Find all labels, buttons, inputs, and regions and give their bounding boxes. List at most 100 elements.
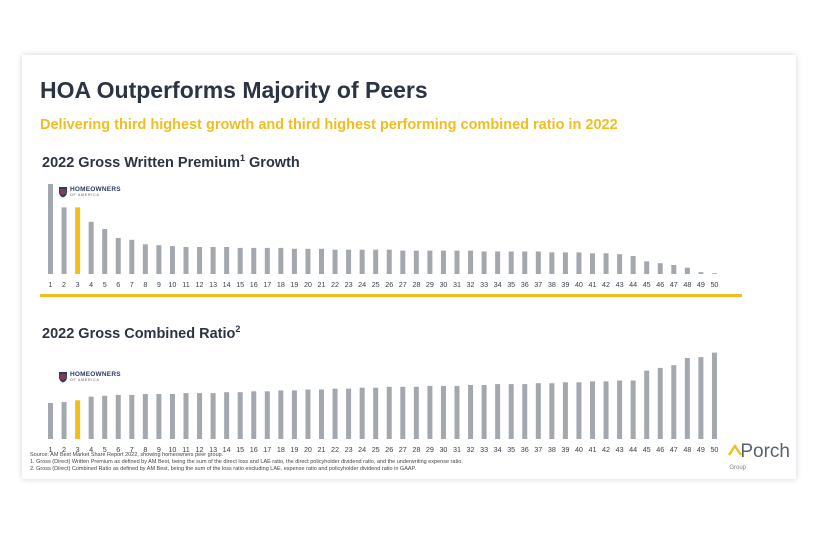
combined-bar-31 [454,385,460,439]
combined-bar-45 [644,370,650,439]
combined-tick-label-42: 42 [602,445,610,454]
growth-bar-38 [549,252,555,274]
combined-tick-label-13: 13 [209,445,217,454]
growth-tick-label-17: 17 [263,280,271,289]
page-title: HOA Outperforms Majority of Peers [40,77,428,103]
growth-tick-label-24: 24 [358,280,366,289]
combined-bar-10 [169,394,175,439]
combined-tick-label-23: 23 [345,445,353,454]
chart-title-combined-text: 2022 Gross Combined Ratio [42,325,236,342]
growth-bar-2 [61,207,67,274]
combined-bar-18 [278,390,284,439]
combined-bar-26 [386,386,392,439]
combined-bar-49 [698,357,704,439]
chart-title-combined: 2022 Gross Combined Ratio2 [42,324,240,342]
growth-tick-label-23: 23 [345,280,353,289]
growth-tick-label-42: 42 [602,280,610,289]
combined-bar-28 [413,386,419,439]
combined-bar-8 [142,394,148,439]
growth-tick-label-34: 34 [494,280,502,289]
combined-bar-41 [590,381,595,439]
combined-bar-50 [711,352,717,439]
combined-tick-label-43: 43 [616,445,624,454]
combined-bar-39 [562,382,568,439]
combined-tick-label-32: 32 [467,445,475,454]
combined-bar-25 [373,387,379,439]
growth-bar-11 [183,247,189,274]
combined-bar-24 [359,387,365,439]
growth-tick-label-19: 19 [290,280,298,289]
combined-tick-label-14: 14 [223,445,231,454]
porch-group-text: Group [729,465,746,471]
combined-tick-label-50: 50 [710,445,718,454]
growth-tick-label-27: 27 [399,280,407,289]
combined-tick-label-15: 15 [236,445,244,454]
combined-tick-label-19: 19 [290,445,298,454]
growth-tick-label-3: 3 [76,280,80,289]
combined-tick-label-24: 24 [358,445,366,454]
growth-bar-36 [522,251,528,274]
combined-tick-label-29: 29 [426,445,434,454]
combined-bar-42 [603,381,609,439]
growth-tick-label-44: 44 [629,280,637,289]
growth-bar-47 [671,265,677,274]
growth-bar-18 [278,247,284,274]
growth-bar-49 [698,272,704,274]
combined-tick-label-27: 27 [399,445,407,454]
combined-bar-14 [224,392,230,439]
growth-bar-35 [508,251,514,274]
combined-bar-13 [210,393,216,439]
growth-bar-28 [413,250,419,274]
combined-tick-label-3: 3 [76,445,80,454]
growth-bar-12 [197,247,203,274]
combined-bar-35 [508,384,514,439]
combined-bar-37 [535,383,541,439]
growth-tick-label-33: 33 [480,280,488,289]
combined-bar-21 [319,389,324,439]
combined-bar-19 [291,390,297,439]
growth-bar-8 [142,244,148,274]
combined-bar-40 [576,382,582,439]
combined-tick-label-25: 25 [372,445,380,454]
porch-wordmark: Porch [740,441,790,462]
growth-tick-label-21: 21 [318,280,326,289]
growth-bar-10 [169,246,175,274]
combined-bar-43 [617,380,623,439]
combined-bar-15 [237,392,243,439]
chart-title-growth: 2022 Gross Written Premium1 Growth [42,153,300,171]
growth-tick-label-12: 12 [196,280,204,289]
growth-tick-label-30: 30 [439,280,447,289]
growth-tick-label-14: 14 [223,280,231,289]
combined-tick-label-36: 36 [521,445,529,454]
combined-bar-44 [630,380,636,439]
growth-tick-label-32: 32 [467,280,475,289]
growth-tick-label-20: 20 [304,280,312,289]
combined-bar-29 [427,385,433,439]
growth-tick-label-6: 6 [116,280,120,289]
growth-tick-label-16: 16 [250,280,258,289]
growth-tick-label-47: 47 [670,280,678,289]
growth-bar-15 [237,247,243,274]
growth-bar-21 [319,248,324,274]
combined-tick-label-47: 47 [670,445,678,454]
porch-logo: Porch Group [728,441,790,471]
growth-tick-label-5: 5 [103,280,107,289]
combined-tick-label-30: 30 [439,445,447,454]
growth-tick-label-31: 31 [453,280,461,289]
growth-bar-50 [711,273,717,274]
chart-title-growth-sup: 1 [239,153,245,163]
combined-tick-label-12: 12 [196,445,204,454]
growth-bar-13 [210,247,216,274]
growth-bar-39 [562,252,568,274]
logo-sub-text: OF AMERICA [70,378,100,382]
combined-tick-label-28: 28 [412,445,420,454]
combined-tick-label-11: 11 [182,445,189,454]
growth-tick-label-38: 38 [548,280,556,289]
combined-bar-12 [197,393,203,439]
combined-tick-label-38: 38 [548,445,556,454]
combined-tick-label-33: 33 [480,445,488,454]
combined-tick-label-44: 44 [629,445,637,454]
combined-bar-23 [346,388,352,439]
combined-tick-label-20: 20 [304,445,312,454]
footnotes: Source: AM Best Market Share Report 2022… [30,452,463,472]
